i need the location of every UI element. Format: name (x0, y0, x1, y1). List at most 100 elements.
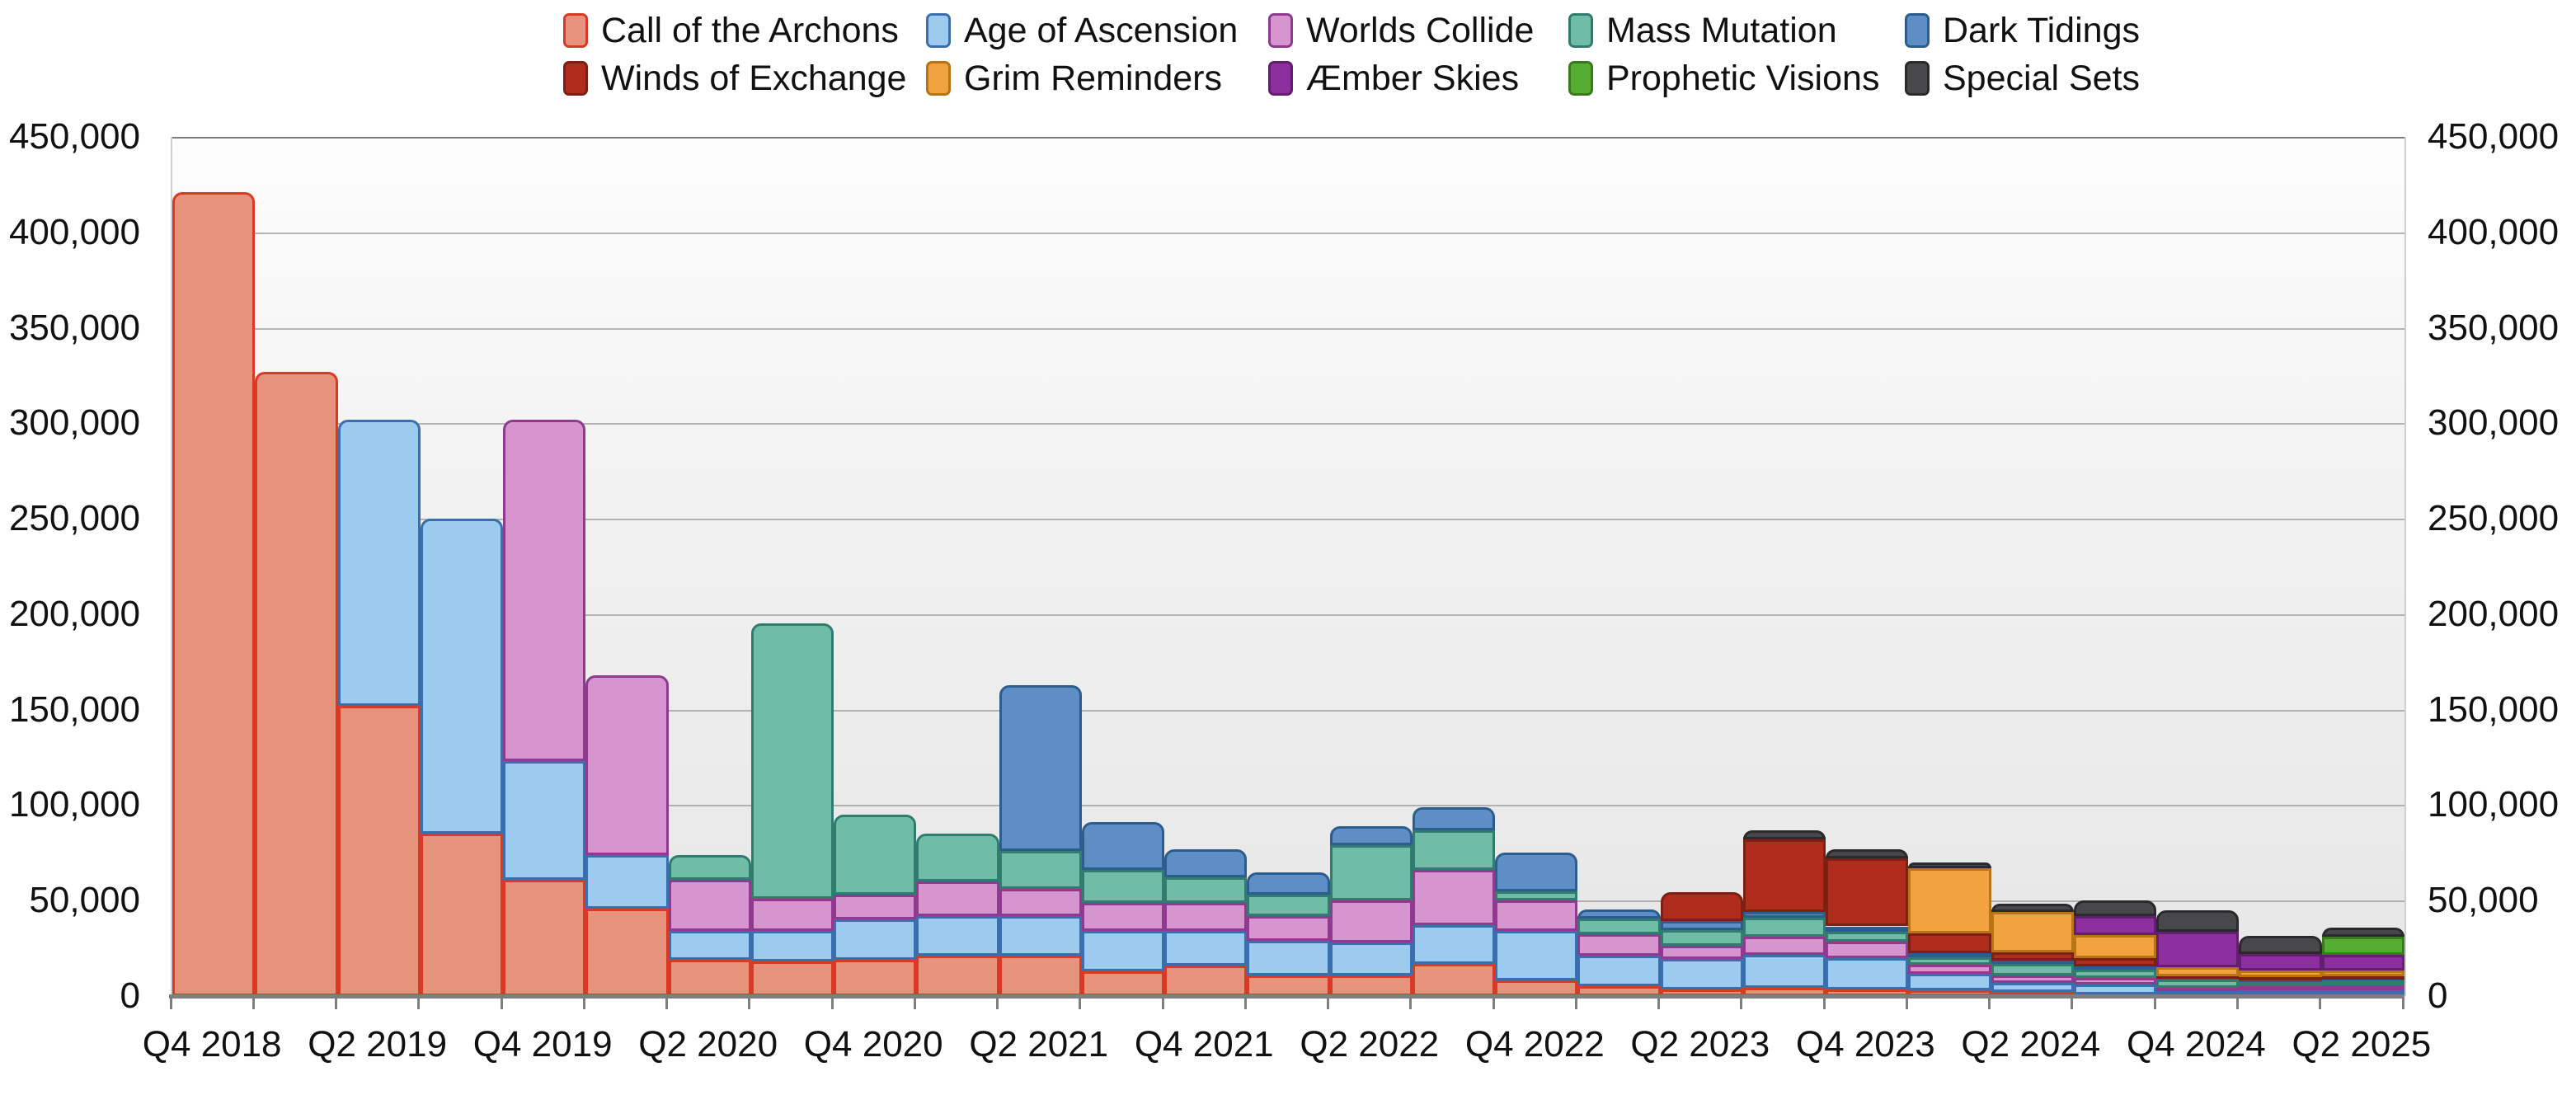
bar-q2-2023[interactable] (1660, 137, 1743, 996)
bar-segment-call-of-the-archons[interactable] (1329, 975, 1413, 996)
bar-segment-worlds-collide[interactable] (1577, 933, 1661, 956)
bar-segment-winds-of-exchange[interactable] (2073, 957, 2157, 967)
bar-segment-age-of-ascension[interactable] (1577, 956, 1661, 987)
bar-segment-call-of-the-archons[interactable] (420, 834, 504, 996)
bar-segment-call-of-the-archons[interactable] (1081, 970, 1165, 996)
bar-segment-age-of-ascension[interactable] (2156, 989, 2240, 995)
bar-segment-age-of-ascension[interactable] (916, 915, 999, 956)
bar-segment-grim-reminders[interactable] (2156, 967, 2240, 976)
bar-segment-dark-tidings[interactable] (1329, 825, 1413, 846)
legend-item-age-of-ascension[interactable]: Age of Ascension (926, 12, 1238, 49)
bar-segment-mass-mutation[interactable] (1991, 963, 2074, 975)
bar-segment-mass-mutation[interactable] (750, 623, 834, 899)
bar-segment-age-of-ascension[interactable] (750, 931, 834, 962)
bar-segment-worlds-collide[interactable] (1991, 975, 2074, 983)
bar-segment-worlds-collide[interactable] (2073, 978, 2157, 985)
bar-segment-mass-mutation[interactable] (1577, 919, 1661, 934)
bar-segment-call-of-the-archons[interactable] (1412, 963, 1496, 996)
bar-segment-mass-mutation[interactable] (1247, 895, 1330, 916)
bar-segment-call-of-the-archons[interactable] (834, 960, 917, 996)
bar-segment-worlds-collide[interactable] (1412, 870, 1496, 926)
bar-q2-2025[interactable] (2321, 137, 2404, 996)
bar-segment-worlds-collide[interactable] (1247, 915, 1330, 941)
bar-segment-mass-mutation[interactable] (916, 834, 999, 882)
bar-segment-worlds-collide[interactable] (1081, 902, 1165, 932)
bar-segment-worlds-collide[interactable] (834, 895, 917, 920)
bar-q1-2019[interactable] (255, 137, 338, 996)
bar-segment-mass-mutation[interactable] (1412, 829, 1496, 871)
bar-segment-dark-tidings[interactable] (1412, 806, 1496, 830)
bar-segment-special-sets[interactable] (2156, 909, 2240, 933)
bar-segment-worlds-collide[interactable] (1329, 900, 1413, 943)
bar-segment-special-sets[interactable] (2239, 936, 2322, 955)
bar-segment-call-of-the-archons[interactable] (750, 961, 834, 996)
bar-segment-winds-of-exchange[interactable] (1826, 858, 1909, 927)
bar-segment-age-of-ascension[interactable] (668, 931, 751, 961)
bar-segment-call-of-the-archons[interactable] (668, 960, 751, 996)
bar-segment-call-of-the-archons[interactable] (337, 706, 421, 996)
bar-segment-call-of-the-archons[interactable] (999, 956, 1082, 996)
bar-segment-mass-mutation[interactable] (2156, 980, 2240, 988)
bar-q4-2023[interactable] (1826, 137, 1909, 996)
bar-segment-worlds-collide[interactable] (1908, 964, 1991, 975)
bar-q4-2022[interactable] (1495, 137, 1578, 996)
bar-segment-age-of-ascension[interactable] (585, 854, 669, 909)
legend-item-call-of-the-archons[interactable]: Call of the Archons (563, 12, 906, 49)
bar-segment-age-of-ascension[interactable] (834, 919, 917, 961)
legend-item--mber-skies[interactable]: Æmber Skies (1268, 59, 1534, 97)
bar-segment-special-sets[interactable] (1991, 903, 2074, 913)
bar-segment-winds-of-exchange[interactable] (1991, 952, 2074, 961)
bar-q1-2025[interactable] (2239, 137, 2322, 996)
legend-item-grim-reminders[interactable]: Grim Reminders (926, 59, 1238, 97)
bar-segment-mass-mutation[interactable] (1495, 891, 1578, 901)
bar-segment-age-of-ascension[interactable] (2073, 985, 2157, 994)
bar-segment-mass-mutation[interactable] (1081, 870, 1165, 903)
bar-q4-2018[interactable] (172, 137, 256, 996)
bar-q2-2019[interactable] (337, 137, 421, 996)
bar-segment-worlds-collide[interactable] (2321, 985, 2404, 991)
bar-segment-age-of-ascension[interactable] (1495, 931, 1578, 981)
bar-segment-grim-reminders[interactable] (1908, 867, 1991, 933)
bar-segment-age-of-ascension[interactable] (1660, 958, 1743, 989)
bar-segment-mass-mutation[interactable] (999, 851, 1082, 890)
bar-q3-2020[interactable] (750, 137, 834, 996)
bar-segment-grim-reminders[interactable] (2321, 970, 2404, 976)
bar-segment-special-sets[interactable] (2321, 927, 2404, 938)
bar-segment-age-of-ascension[interactable] (1247, 940, 1330, 975)
bar-segment-worlds-collide[interactable] (2239, 985, 2322, 991)
bar-segment-dark-tidings[interactable] (1495, 853, 1578, 891)
bar-segment-age-of-ascension[interactable] (1164, 931, 1248, 966)
bar-segment-call-of-the-archons[interactable] (916, 956, 999, 996)
bar-segment-age-of-ascension[interactable] (1908, 974, 1991, 991)
bar-segment-mass-mutation[interactable] (668, 854, 751, 880)
bar-segment-age-of-ascension[interactable] (1081, 931, 1165, 971)
bar-segment-special-sets[interactable] (1826, 848, 1909, 859)
bar-segment-mass-mutation[interactable] (2073, 969, 2157, 979)
bar-segment-age-of-ascension[interactable] (999, 915, 1082, 956)
bar-segment-worlds-collide[interactable] (1495, 900, 1578, 932)
bar-segment-worlds-collide[interactable] (668, 879, 751, 932)
bar-segment-age-of-ascension[interactable] (1412, 925, 1496, 964)
bar-segment-worlds-collide[interactable] (1742, 937, 1826, 956)
bar-q2-2024[interactable] (1991, 137, 2074, 996)
bar-segment-worlds-collide[interactable] (503, 419, 586, 762)
legend-item-special-sets[interactable]: Special Sets (1905, 59, 2140, 97)
bar-segment-age-of-ascension[interactable] (1742, 955, 1826, 988)
bar-segment-worlds-collide[interactable] (2156, 986, 2240, 992)
bar-q4-2019[interactable] (503, 137, 586, 996)
legend-item-worlds-collide[interactable]: Worlds Collide (1268, 12, 1534, 49)
legend-item-mass-mutation[interactable]: Mass Mutation (1568, 12, 1879, 49)
legend-item-dark-tidings[interactable]: Dark Tidings (1905, 12, 2140, 49)
bar-segment-dark-tidings[interactable] (1908, 952, 1991, 957)
bar-segment-worlds-collide[interactable] (585, 675, 669, 855)
bar-q3-2022[interactable] (1412, 137, 1496, 996)
bar-segment-dark-tidings[interactable] (1247, 872, 1330, 895)
bar-segment-mass-mutation[interactable] (1826, 932, 1909, 942)
bar-q3-2024[interactable] (2073, 137, 2157, 996)
bar-segment-worlds-collide[interactable] (750, 898, 834, 932)
bar-segment-worlds-collide[interactable] (916, 881, 999, 916)
bar-segment-special-sets[interactable] (1742, 829, 1826, 840)
bar-segment-dark-tidings[interactable] (1164, 848, 1248, 878)
bar-segment-call-of-the-archons[interactable] (585, 908, 669, 996)
bar-segment-grim-reminders[interactable] (2073, 934, 2157, 958)
